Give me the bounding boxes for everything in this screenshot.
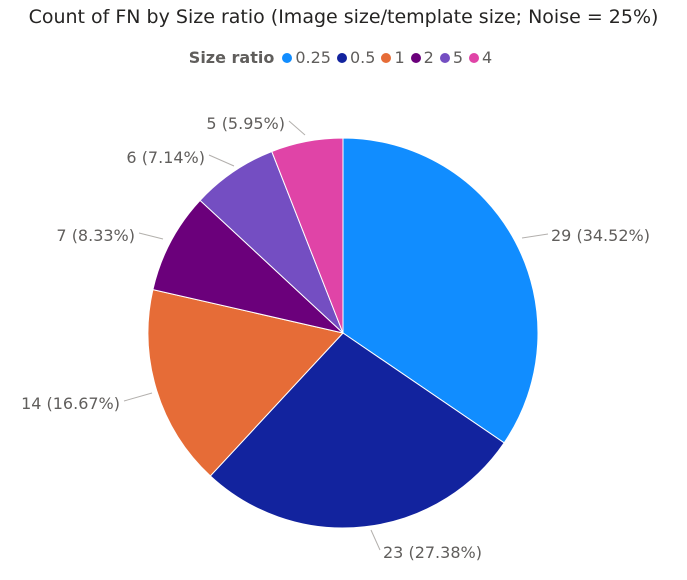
legend-dot xyxy=(439,52,450,63)
legend-label: 0.25 xyxy=(295,48,331,67)
legend-dot xyxy=(381,52,392,63)
data-label-1: 14 (16.67%) xyxy=(21,394,120,413)
legend-dot xyxy=(282,52,293,63)
legend-label: 5 xyxy=(452,48,463,67)
data-label-2: 7 (8.33%) xyxy=(56,226,135,245)
legend-item-5[interactable]: 5 xyxy=(439,48,463,67)
data-label-5: 6 (7.14%) xyxy=(126,148,205,167)
pie-slice-1[interactable] xyxy=(147,289,344,477)
leader-line xyxy=(521,233,549,239)
legend-dot xyxy=(336,52,347,63)
legend-label: 2 xyxy=(423,48,434,67)
leader-line xyxy=(123,392,153,402)
pie-slice-0-5[interactable] xyxy=(209,332,505,529)
leader-line xyxy=(370,529,381,551)
legend-dot xyxy=(410,52,421,63)
data-label-4: 5 (5.95%) xyxy=(206,114,285,133)
legend-title: Size ratio xyxy=(188,48,275,67)
legend-label: 4 xyxy=(482,48,493,67)
legend-item-4[interactable]: 4 xyxy=(469,48,492,67)
pie-slice-0-25[interactable] xyxy=(342,137,539,444)
data-label-0-5: 23 (27.38%) xyxy=(383,543,482,562)
leader-line xyxy=(138,232,164,240)
legend-dot xyxy=(469,52,479,63)
pie-slice-2[interactable] xyxy=(152,199,345,334)
legend-item-2[interactable]: 2 xyxy=(410,48,434,67)
data-label-0-25: 29 (34.52%) xyxy=(551,226,650,245)
legend-item-1[interactable]: 1 xyxy=(381,48,405,67)
leader-line xyxy=(288,120,306,136)
pie-slice-4[interactable] xyxy=(271,137,344,334)
leader-line xyxy=(208,154,235,167)
legend: Size ratio 0.25 0.5 1 2 5 4 xyxy=(0,48,687,67)
chart-title: Count of FN by Size ratio (Image size/te… xyxy=(28,6,659,28)
legend-item-0-5[interactable]: 0.5 xyxy=(336,48,376,67)
legend-label: 1 xyxy=(394,48,405,67)
legend-label: 0.5 xyxy=(349,48,376,67)
legend-item-0-25[interactable]: 0.25 xyxy=(282,48,331,67)
